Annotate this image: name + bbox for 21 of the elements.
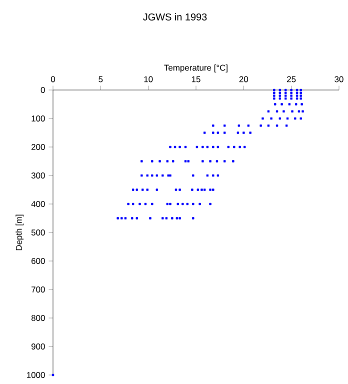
- y-tick-label: 800: [31, 315, 45, 321]
- y-tick-label: 1000: [27, 372, 45, 378]
- y-tick-label: 600: [32, 258, 45, 264]
- y-tick-label: 700: [32, 286, 45, 292]
- chart-title: JGWS in 1993: [143, 13, 207, 20]
- y-tick-label: 500: [31, 230, 45, 236]
- y-tick-label: 400: [31, 201, 45, 207]
- x-tick-label: 30: [334, 76, 344, 82]
- y-tick-label: 200: [32, 144, 45, 150]
- x-tick-label: 5: [98, 76, 103, 82]
- x-axis-title: Temperature [°C]: [164, 64, 228, 72]
- x-tick-label: 25: [287, 76, 296, 82]
- x-tick-label: 0: [50, 76, 56, 82]
- x-tick-label: 15: [192, 76, 200, 82]
- x-tick-label: 10: [144, 76, 153, 82]
- y-tick-label: 900: [31, 344, 45, 350]
- y-axis-title: Depth [m]: [16, 214, 24, 250]
- y-tick-label: 300: [31, 172, 45, 178]
- x-tick-label: 20: [239, 76, 248, 82]
- y-tick-label: 0: [40, 87, 45, 93]
- y-tick-label: 100: [32, 116, 45, 122]
